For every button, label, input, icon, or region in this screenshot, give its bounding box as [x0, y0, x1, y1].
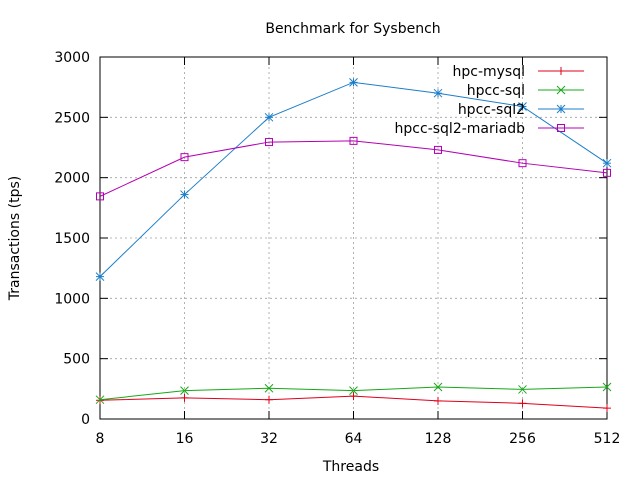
- legend-marker: [557, 124, 565, 132]
- data-point: [180, 153, 189, 162]
- data-point: [265, 138, 273, 147]
- data-point: [603, 404, 611, 413]
- legend-label: hpcc-sql2-mariadb: [395, 121, 526, 137]
- legend-item-hpc-mysql: hpc-mysql: [452, 64, 584, 80]
- y-axis-ticks: 0 500 1000 1500 2000 2500 3000: [54, 50, 607, 428]
- y-tick-label: 500: [63, 352, 90, 368]
- grid: [100, 57, 607, 419]
- data-point: [349, 136, 358, 145]
- series-hpc-mysql: [96, 392, 611, 413]
- y-tick-label: 2000: [54, 171, 90, 187]
- y-tick-label: 3000: [54, 50, 90, 66]
- data-point: [180, 386, 189, 395]
- legend-item-hpcc-sql2: hpcc-sql2: [458, 102, 584, 118]
- y-tick-label: 0: [81, 412, 90, 428]
- y-tick-label: 1000: [54, 291, 90, 307]
- data-point: [602, 382, 612, 392]
- data-point: [433, 382, 443, 392]
- series-hpcc-sql2: [95, 77, 612, 281]
- x-tick-label: 32: [260, 431, 278, 447]
- y-tick-label: 1500: [54, 231, 90, 247]
- x-tick-label: 128: [425, 431, 452, 447]
- data-point: [518, 102, 527, 111]
- data-point: [180, 190, 189, 199]
- y-tick-label: 2500: [54, 110, 90, 126]
- y-axis-label: Transactions (tps): [7, 176, 23, 301]
- legend-marker: [557, 67, 565, 75]
- chart-title: Benchmark for Sysbench: [265, 21, 440, 37]
- data-point: [349, 392, 358, 401]
- legend-label: hpc-mysql: [452, 64, 525, 80]
- legend-marker: [556, 85, 566, 95]
- series-hpcc-sql2-mariadb: [96, 136, 611, 201]
- data-point: [265, 395, 273, 404]
- x-axis-label: Threads: [322, 459, 379, 475]
- series-layer: [95, 77, 612, 413]
- data-point: [434, 145, 442, 154]
- x-tick-label: 8: [96, 431, 105, 447]
- series-line-hpcc-sql2-mariadb: [99, 140, 608, 197]
- x-tick-label: 16: [176, 431, 194, 447]
- x-tick-label: 512: [594, 431, 621, 447]
- data-point: [96, 192, 104, 201]
- legend-item-hpcc-sql: hpcc-sql: [467, 83, 584, 99]
- legend-label: hpcc-sql: [467, 83, 525, 99]
- series-hpcc-sql: [95, 382, 612, 405]
- data-point: [95, 395, 105, 405]
- legend-marker: [556, 104, 566, 114]
- data-point: [95, 272, 105, 281]
- data-point: [603, 168, 611, 177]
- x-tick-label: 256: [509, 431, 536, 447]
- data-point: [518, 399, 527, 408]
- data-point: [349, 77, 358, 87]
- legend-item-hpcc-sql2-mariadb: hpcc-sql2-mariadb: [395, 121, 584, 137]
- legend-label: hpcc-sql2: [458, 102, 525, 118]
- data-point: [180, 393, 189, 402]
- x-tick-label: 64: [345, 431, 363, 447]
- data-point: [602, 158, 612, 168]
- data-point: [518, 159, 527, 168]
- data-point: [349, 386, 358, 395]
- data-point: [433, 88, 443, 98]
- legend: hpc-mysql hpcc-sql hpcc-sql2 hpcc-sql2-mari…: [395, 64, 584, 137]
- data-point: [434, 396, 442, 405]
- data-point: [264, 112, 274, 122]
- data-point: [264, 383, 274, 393]
- x-axis-ticks: 8 16 32 64 128 256 512: [96, 57, 621, 447]
- data-point: [518, 385, 527, 394]
